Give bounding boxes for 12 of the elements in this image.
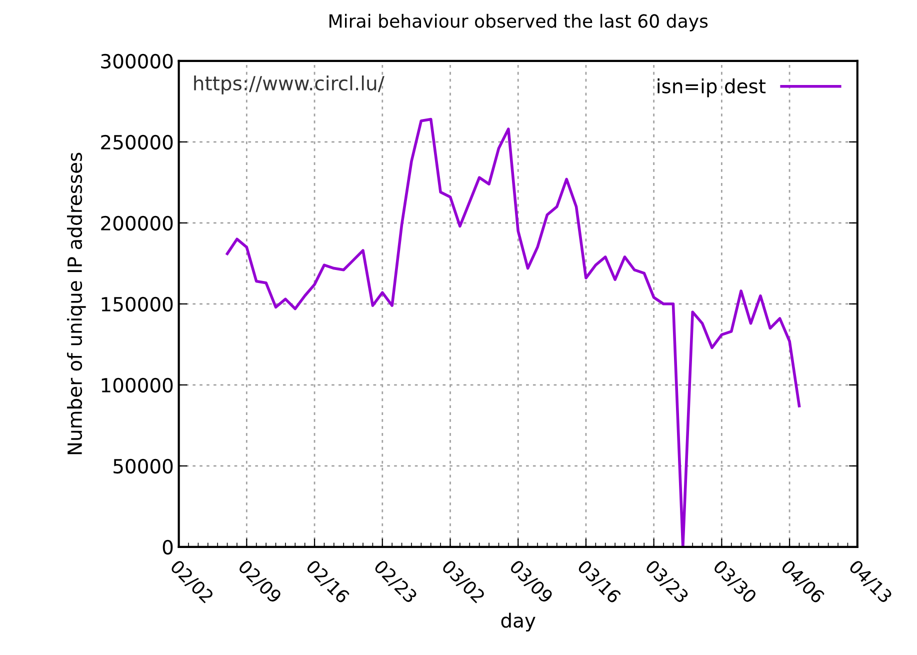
chart-title: Mirai behaviour observed the last 60 days (330, 14, 708, 32)
y-tick-label: 100000 (102, 378, 173, 393)
annotation: https://www.circl.lu/ (194, 75, 384, 94)
y-tick-label: 250000 (101, 134, 173, 150)
y-tick-label: 0 (162, 540, 173, 555)
y-axis-title: Number of unique IP addresses (67, 152, 86, 454)
x-axis-title: day (501, 612, 536, 632)
y-tick-label: 50000 (114, 458, 173, 474)
y-tick-label: 300000 (101, 54, 173, 69)
y-tick-label: 200000 (101, 216, 173, 231)
legend-label: isn=ip dest (658, 78, 766, 98)
y-tick-label: 150000 (102, 296, 173, 312)
